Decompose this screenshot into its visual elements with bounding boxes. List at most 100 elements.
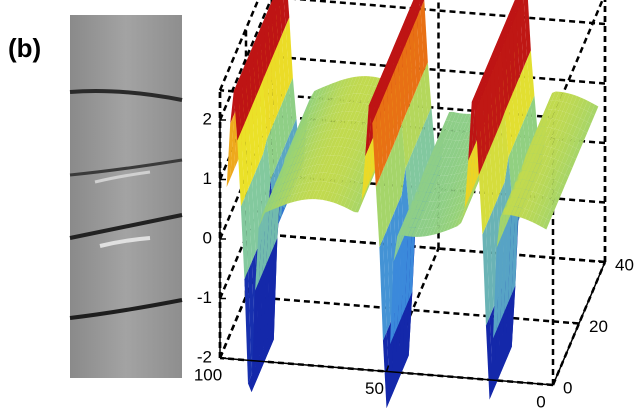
surface-patch — [331, 88, 339, 99]
surface-patch — [347, 168, 356, 179]
surface-patch — [587, 113, 595, 125]
surface-patch — [320, 99, 329, 110]
surface-patch — [334, 137, 342, 147]
surface-patch — [544, 118, 552, 128]
surface-patch — [306, 120, 314, 131]
surface-patch — [482, 157, 490, 226]
surface-patch — [295, 146, 303, 157]
surface-patch — [468, 143, 476, 200]
surface-patch — [344, 187, 352, 199]
surface-patch — [457, 208, 465, 219]
surface-patch — [319, 146, 328, 157]
surface-patch — [287, 193, 295, 204]
surface-patch — [280, 166, 288, 178]
surface-patch — [452, 112, 460, 123]
surface-patch — [454, 202, 462, 213]
surface-patch — [359, 103, 367, 113]
surface-patch — [317, 86, 325, 97]
surface-patch — [514, 188, 522, 198]
surface-patch — [448, 157, 456, 167]
surface-patch — [565, 113, 574, 124]
surface-patch — [551, 119, 559, 129]
grid-line — [218, 0, 273, 121]
surface-patch — [375, 178, 384, 248]
surface-patch — [340, 186, 348, 197]
surface-patch — [309, 149, 317, 159]
surface-patch — [370, 76, 379, 87]
surface-patch — [448, 121, 457, 131]
surface-patch — [314, 87, 322, 99]
surface-patch — [437, 157, 445, 167]
surface-patch — [283, 180, 292, 191]
surface-patch — [306, 98, 315, 109]
surface-patch — [448, 165, 456, 176]
surface-patch — [407, 218, 416, 228]
surface-patch — [335, 95, 343, 106]
surface-patch — [284, 165, 292, 176]
surface-patch — [333, 183, 341, 194]
surface-patch — [244, 270, 252, 384]
z-tick-label: 1 — [203, 169, 212, 188]
surface-patch — [411, 199, 420, 210]
surface-patch — [413, 17, 421, 89]
surface-patch — [508, 23, 516, 95]
surface-patch — [542, 207, 551, 219]
y-tick-label: 20 — [589, 317, 608, 336]
surface-patch — [333, 164, 341, 175]
surface-patch — [453, 217, 462, 228]
surface-patch — [299, 123, 307, 134]
surface-patch — [324, 83, 332, 94]
surface-patch — [512, 14, 520, 86]
surface-patch — [348, 148, 356, 159]
surface-patch — [341, 137, 349, 148]
surface-patch — [420, 124, 428, 176]
surface-patch — [298, 145, 306, 156]
surface-patch — [525, 171, 533, 181]
surface-patch — [348, 158, 356, 169]
surface-patch — [345, 120, 353, 130]
surface-patch — [536, 135, 545, 145]
surface-patch — [543, 166, 551, 177]
surface-patch — [269, 200, 277, 211]
surface-patch — [468, 93, 476, 161]
surface-patch — [519, 0, 528, 68]
surface-patch — [302, 128, 310, 140]
surface-patch — [557, 162, 566, 173]
surface-patch — [342, 94, 350, 104]
surface-patch — [540, 165, 548, 176]
surface-patch — [515, 76, 524, 131]
surface-patch — [240, 197, 249, 280]
surface-patch — [430, 146, 438, 156]
surface-patch — [353, 76, 361, 86]
surface-patch — [443, 221, 451, 232]
surface-patch — [312, 156, 320, 166]
surface-patch — [548, 109, 556, 119]
surface-patch — [447, 212, 455, 223]
panel-label: (b) — [8, 33, 41, 63]
surface-patch — [315, 172, 324, 182]
surface-patch — [583, 122, 591, 133]
surface-patch — [320, 92, 329, 103]
surface-patch — [529, 153, 537, 163]
surface-patch — [326, 155, 335, 165]
surface-patch — [546, 209, 554, 221]
surface-patch — [263, 139, 271, 227]
surface-patch — [580, 109, 588, 121]
surface-patch — [440, 166, 449, 176]
surface-patch — [301, 182, 309, 193]
surface-patch — [573, 96, 581, 107]
surface-patch — [316, 116, 325, 127]
surface-patch — [291, 133, 300, 144]
surface-patch — [337, 137, 346, 147]
surface-patch — [536, 144, 545, 155]
surface-patch — [298, 167, 306, 178]
y-tick-label: 0 — [563, 378, 572, 397]
surface-patch — [569, 94, 578, 105]
surface-patch — [287, 156, 296, 167]
surface-patch — [309, 126, 317, 137]
surface-patch — [323, 146, 331, 156]
surface-patch — [326, 173, 334, 183]
surface-patch — [356, 76, 364, 86]
surface-patch — [532, 202, 540, 214]
surface-patch — [320, 107, 328, 118]
